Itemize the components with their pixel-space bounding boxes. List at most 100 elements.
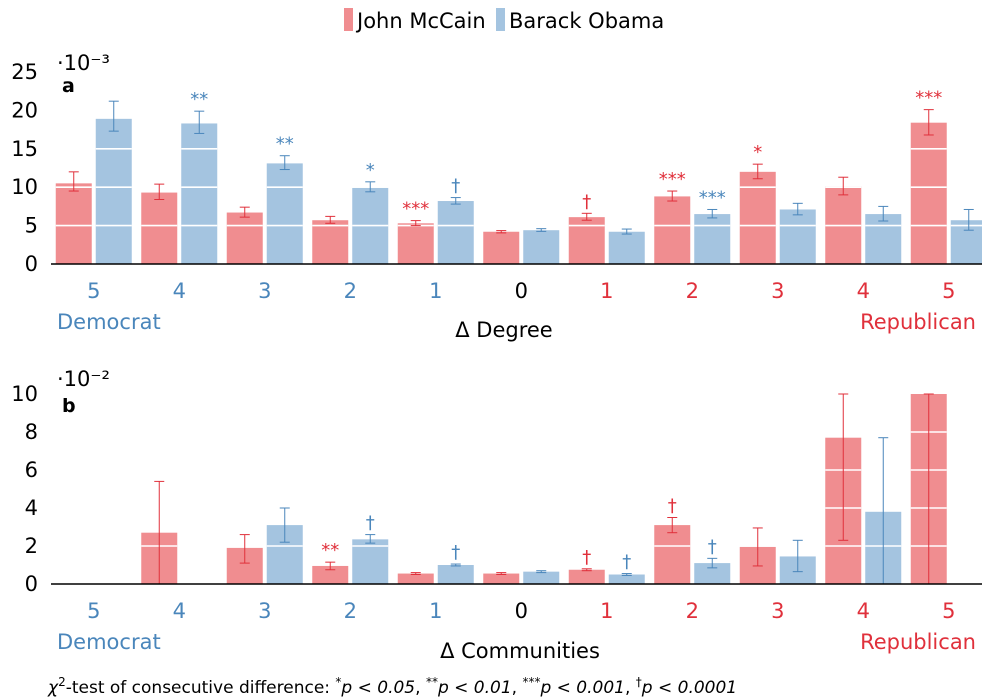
panel-b-ytick-2: 4: [25, 496, 38, 520]
panel-b-bar-obama-4: [437, 565, 474, 584]
panel-a-xtick-9: 4: [857, 279, 870, 303]
panel-a-sig-obama-2: **: [276, 134, 294, 155]
panel-b-ytick-4: 8: [25, 420, 38, 444]
panel-b-sig-obama-7: †: [708, 536, 717, 557]
panel-a-sig-mccain-4: ***: [402, 199, 429, 220]
caption-text-2: p < 0.01: [437, 678, 512, 698]
legend-swatch-mccain: [344, 8, 353, 31]
panel-b-bar-mccain-3: [312, 565, 349, 584]
panel-b-xtick-6: 1: [600, 599, 613, 623]
legend: John McCain Barack Obama: [344, 8, 664, 33]
caption-sep-2: ,: [512, 678, 523, 698]
panel-b-bar-mccain-6: [568, 569, 605, 584]
panel-a-bar-mccain-3: [312, 220, 349, 264]
panel-a-bar-mccain-0: [55, 183, 92, 264]
panel-a-xtick-2: 3: [258, 279, 271, 303]
panel-a-xtick-1: 4: [173, 279, 186, 303]
panel-b-sig-mccain-3: **: [321, 540, 339, 561]
panel-a-bar-mccain-10: [910, 122, 947, 264]
panel-a-xtick-0: 5: [87, 279, 100, 303]
legend-label-obama: Barack Obama: [509, 9, 664, 33]
panel-a-sig-mccain-7: ***: [659, 169, 686, 190]
panel-a-xtick-5: 0: [515, 279, 528, 303]
panel-b-letter: b: [62, 395, 76, 417]
panel-a-sig-obama-1: **: [190, 89, 208, 110]
panel-a-bar-obama-5: [523, 230, 560, 264]
panel-a-bar-obama-2: [266, 163, 303, 264]
panel-a-ytick-1: 5: [25, 214, 38, 238]
panel-a-letter: a: [62, 75, 75, 97]
caption-mark-3: ***: [522, 675, 540, 689]
caption-chi: χ: [47, 678, 59, 698]
panel-b-xtick-8: 3: [771, 599, 784, 623]
panel-a-right-side-label: Republican: [860, 310, 976, 334]
panel-a: ·10⁻³ a Democrat Republican Δ Degree 0 5 1…: [11, 51, 982, 342]
caption-mark-1: *: [335, 675, 341, 689]
caption-mark-2: **: [426, 675, 438, 689]
panel-a-bar-obama-1: [181, 123, 218, 265]
panel-b-sig-mccain-6: †: [582, 547, 591, 568]
panel-a-ytick-3: 15: [11, 137, 38, 161]
panel-a-xtick-8: 3: [771, 279, 784, 303]
panel-a-bar-obama-0: [95, 118, 132, 265]
panel-a-bar-mccain-5: [483, 231, 520, 264]
panel-a-bar-obama-4: [437, 201, 474, 264]
panel-b: ·10⁻² b Democrat Republican Δ Communitie…: [11, 367, 982, 663]
caption: χ2-test of consecutive difference: *p < …: [47, 675, 737, 698]
panel-a-xtick-7: 2: [686, 279, 699, 303]
panel-a-scale: ·10⁻³: [57, 51, 110, 75]
legend-label-mccain: John McCain: [355, 9, 486, 33]
panel-a-xtick-6: 1: [600, 279, 613, 303]
caption-sup: 2: [58, 675, 66, 689]
panel-b-bar-obama-5: [523, 571, 560, 584]
panel-a-bar-mccain-7: [654, 196, 691, 264]
panel-a-bar-obama-8: [779, 209, 816, 264]
panel-a-sig-obama-4: †: [451, 176, 460, 197]
panel-b-xtick-9: 4: [857, 599, 870, 623]
panel-b-bar-mccain-5: [483, 573, 520, 584]
panel-a-sig-mccain-10: ***: [915, 88, 942, 109]
panel-b-xtick-3: 2: [344, 599, 357, 623]
caption-text-3: p < 0.001: [539, 678, 625, 698]
caption-mark-4: †: [636, 675, 642, 689]
panel-b-sig-mccain-7: †: [668, 496, 677, 517]
panel-b-left-side-label: Democrat: [57, 630, 161, 654]
panel-a-xlabel: Δ Degree: [455, 318, 552, 342]
panel-b-sig-obama-3: †: [366, 513, 375, 534]
panel-a-bar-obama-7: [694, 214, 731, 264]
panel-b-xlabel: Δ Communities: [440, 639, 600, 663]
caption-text-1: p < 0.05: [340, 678, 415, 698]
caption-sep-1: ,: [415, 678, 426, 698]
panel-b-ytick-1: 2: [25, 534, 38, 558]
panel-b-bar-obama-6: [608, 574, 645, 584]
panel-a-bar-mccain-6: [568, 217, 605, 264]
panel-a-bar-obama-10: [950, 220, 982, 264]
panel-a-sig-mccain-8: *: [753, 142, 762, 163]
panel-a-xtick-10: 5: [942, 279, 955, 303]
panel-a-sig-mccain-6: †: [582, 191, 591, 212]
panel-a-sig-obama-3: *: [366, 160, 375, 181]
panel-b-bar-mccain-7: [654, 525, 691, 584]
panel-a-ytick-2: 10: [11, 175, 38, 199]
panel-a-bar-mccain-2: [226, 212, 263, 264]
panel-b-xtick-5: 0: [515, 599, 528, 623]
panel-b-xtick-1: 4: [173, 599, 186, 623]
panel-b-ytick-5: 10: [11, 382, 38, 406]
panel-b-sig-obama-6: †: [622, 552, 631, 573]
panel-b-xtick-10: 5: [942, 599, 955, 623]
panel-a-ytick-4: 20: [11, 98, 38, 122]
panel-b-right-side-label: Republican: [860, 630, 976, 654]
panel-a-sig-obama-7: ***: [699, 187, 726, 208]
panel-a-bar-mccain-4: [397, 223, 434, 264]
panel-a-bar-mccain-1: [141, 192, 178, 264]
caption-sep-3: ,: [625, 678, 636, 698]
panel-a-bar-mccain-8: [739, 171, 776, 264]
panel-b-sig-obama-4: †: [451, 542, 460, 563]
panel-a-left-side-label: Democrat: [57, 310, 161, 334]
panel-b-xtick-0: 5: [87, 599, 100, 623]
panel-b-ytick-0: 0: [25, 572, 38, 596]
panel-b-xtick-7: 2: [686, 599, 699, 623]
panel-a-xtick-4: 1: [429, 279, 442, 303]
panel-b-bar-mccain-4: [397, 573, 434, 584]
